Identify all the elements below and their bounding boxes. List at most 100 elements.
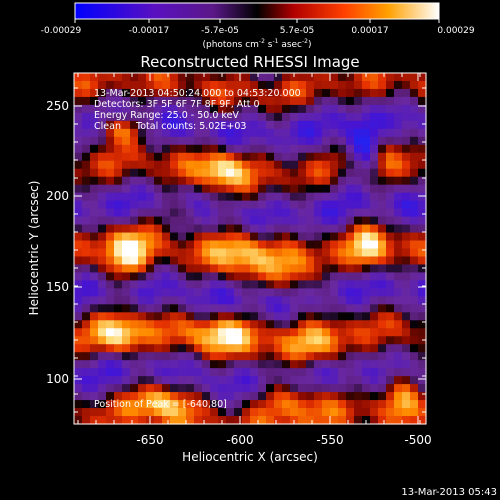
emission-pixel <box>258 280 267 289</box>
emission-pixel <box>298 168 307 178</box>
emission-pixel <box>114 184 123 194</box>
emission-pixel <box>106 400 115 409</box>
emission-pixel <box>394 352 403 361</box>
emission-pixel <box>274 152 283 162</box>
emission-pixel <box>154 336 163 345</box>
emission-pixel <box>370 352 379 361</box>
emission-pixel <box>106 208 115 218</box>
emission-pixel <box>130 192 139 202</box>
emission-pixel <box>186 160 195 170</box>
emission-pixel <box>194 80 203 90</box>
emission-pixel <box>122 272 131 282</box>
emission-pixel <box>178 192 187 202</box>
emission-pixel <box>210 320 219 329</box>
emission-pixel <box>178 168 187 178</box>
emission-pixel <box>242 376 251 385</box>
emission-pixel <box>338 232 347 242</box>
emission-pixel <box>370 384 379 393</box>
emission-pixel <box>410 104 419 114</box>
emission-pixel <box>130 248 139 258</box>
emission-pixel <box>394 176 403 186</box>
emission-pixel <box>122 320 131 329</box>
emission-pixel <box>338 88 347 98</box>
emission-pixel <box>74 328 83 337</box>
emission-pixel <box>154 320 163 329</box>
emission-pixel <box>138 264 147 274</box>
emission-pixel <box>370 376 379 385</box>
emission-pixel <box>122 408 131 417</box>
x-tick-label: -650 <box>136 433 163 447</box>
emission-pixel <box>290 336 299 345</box>
emission-pixel <box>186 224 195 234</box>
emission-pixel <box>330 304 339 313</box>
emission-pixel <box>122 152 131 162</box>
emission-pixel <box>218 352 227 361</box>
emission-pixel <box>226 152 235 162</box>
emission-pixel <box>410 336 419 345</box>
emission-pixel <box>210 73 219 82</box>
emission-pixel <box>306 176 315 186</box>
emission-pixel <box>378 304 387 313</box>
emission-pixel <box>250 232 259 242</box>
emission-pixel <box>418 112 427 122</box>
image-area <box>73 72 427 425</box>
emission-pixel <box>362 160 371 170</box>
emission-pixel <box>218 152 227 162</box>
emission-pixel <box>362 320 371 329</box>
emission-pixel <box>394 320 403 329</box>
emission-pixel <box>74 248 83 258</box>
emission-pixel <box>122 176 131 186</box>
emission-pixel <box>98 104 107 114</box>
emission-pixel <box>242 192 251 202</box>
emission-pixel <box>370 368 379 377</box>
emission-pixel <box>410 360 419 369</box>
emission-pixel <box>98 288 107 297</box>
emission-pixel <box>346 104 355 114</box>
emission-pixel <box>386 368 395 377</box>
emission-pixel <box>394 304 403 313</box>
emission-pixel <box>202 200 211 210</box>
emission-pixel <box>258 416 267 425</box>
emission-pixel <box>266 336 275 345</box>
emission-pixel <box>282 352 291 361</box>
emission-pixel <box>194 336 203 345</box>
emission-pixel <box>130 160 139 170</box>
emission-pixel <box>298 200 307 210</box>
emission-pixel <box>282 144 291 154</box>
emission-pixel <box>282 160 291 170</box>
emission-pixel <box>282 248 291 258</box>
emission-pixel <box>378 176 387 186</box>
emission-pixel <box>298 352 307 361</box>
emission-pixel <box>82 368 91 377</box>
x-tick-label: -550 <box>316 433 343 447</box>
emission-pixel <box>98 272 107 282</box>
emission-pixel <box>138 144 147 154</box>
emission-pixel <box>226 136 235 146</box>
emission-pixel <box>362 176 371 186</box>
emission-pixel <box>186 416 195 425</box>
emission-pixel <box>114 416 123 425</box>
emission-pixel <box>154 208 163 218</box>
emission-pixel <box>178 288 187 297</box>
emission-pixel <box>170 208 179 218</box>
emission-pixel <box>346 208 355 218</box>
emission-pixel <box>226 73 235 82</box>
emission-pixel <box>186 344 195 353</box>
emission-pixel <box>290 248 299 258</box>
emission-pixel <box>306 376 315 385</box>
emission-pixel <box>330 272 339 282</box>
emission-pixel <box>410 352 419 361</box>
emission-pixel <box>106 264 115 274</box>
emission-pixel <box>346 312 355 321</box>
emission-pixel <box>170 136 179 146</box>
emission-pixel <box>394 88 403 98</box>
emission-pixel <box>370 96 379 106</box>
emission-pixel <box>122 120 131 130</box>
emission-pixel <box>218 160 227 170</box>
emission-pixel <box>290 80 299 90</box>
emission-pixel <box>274 384 283 393</box>
emission-pixel <box>402 104 411 114</box>
emission-pixel <box>234 392 243 401</box>
emission-pixel <box>266 200 275 210</box>
emission-pixel <box>178 200 187 210</box>
